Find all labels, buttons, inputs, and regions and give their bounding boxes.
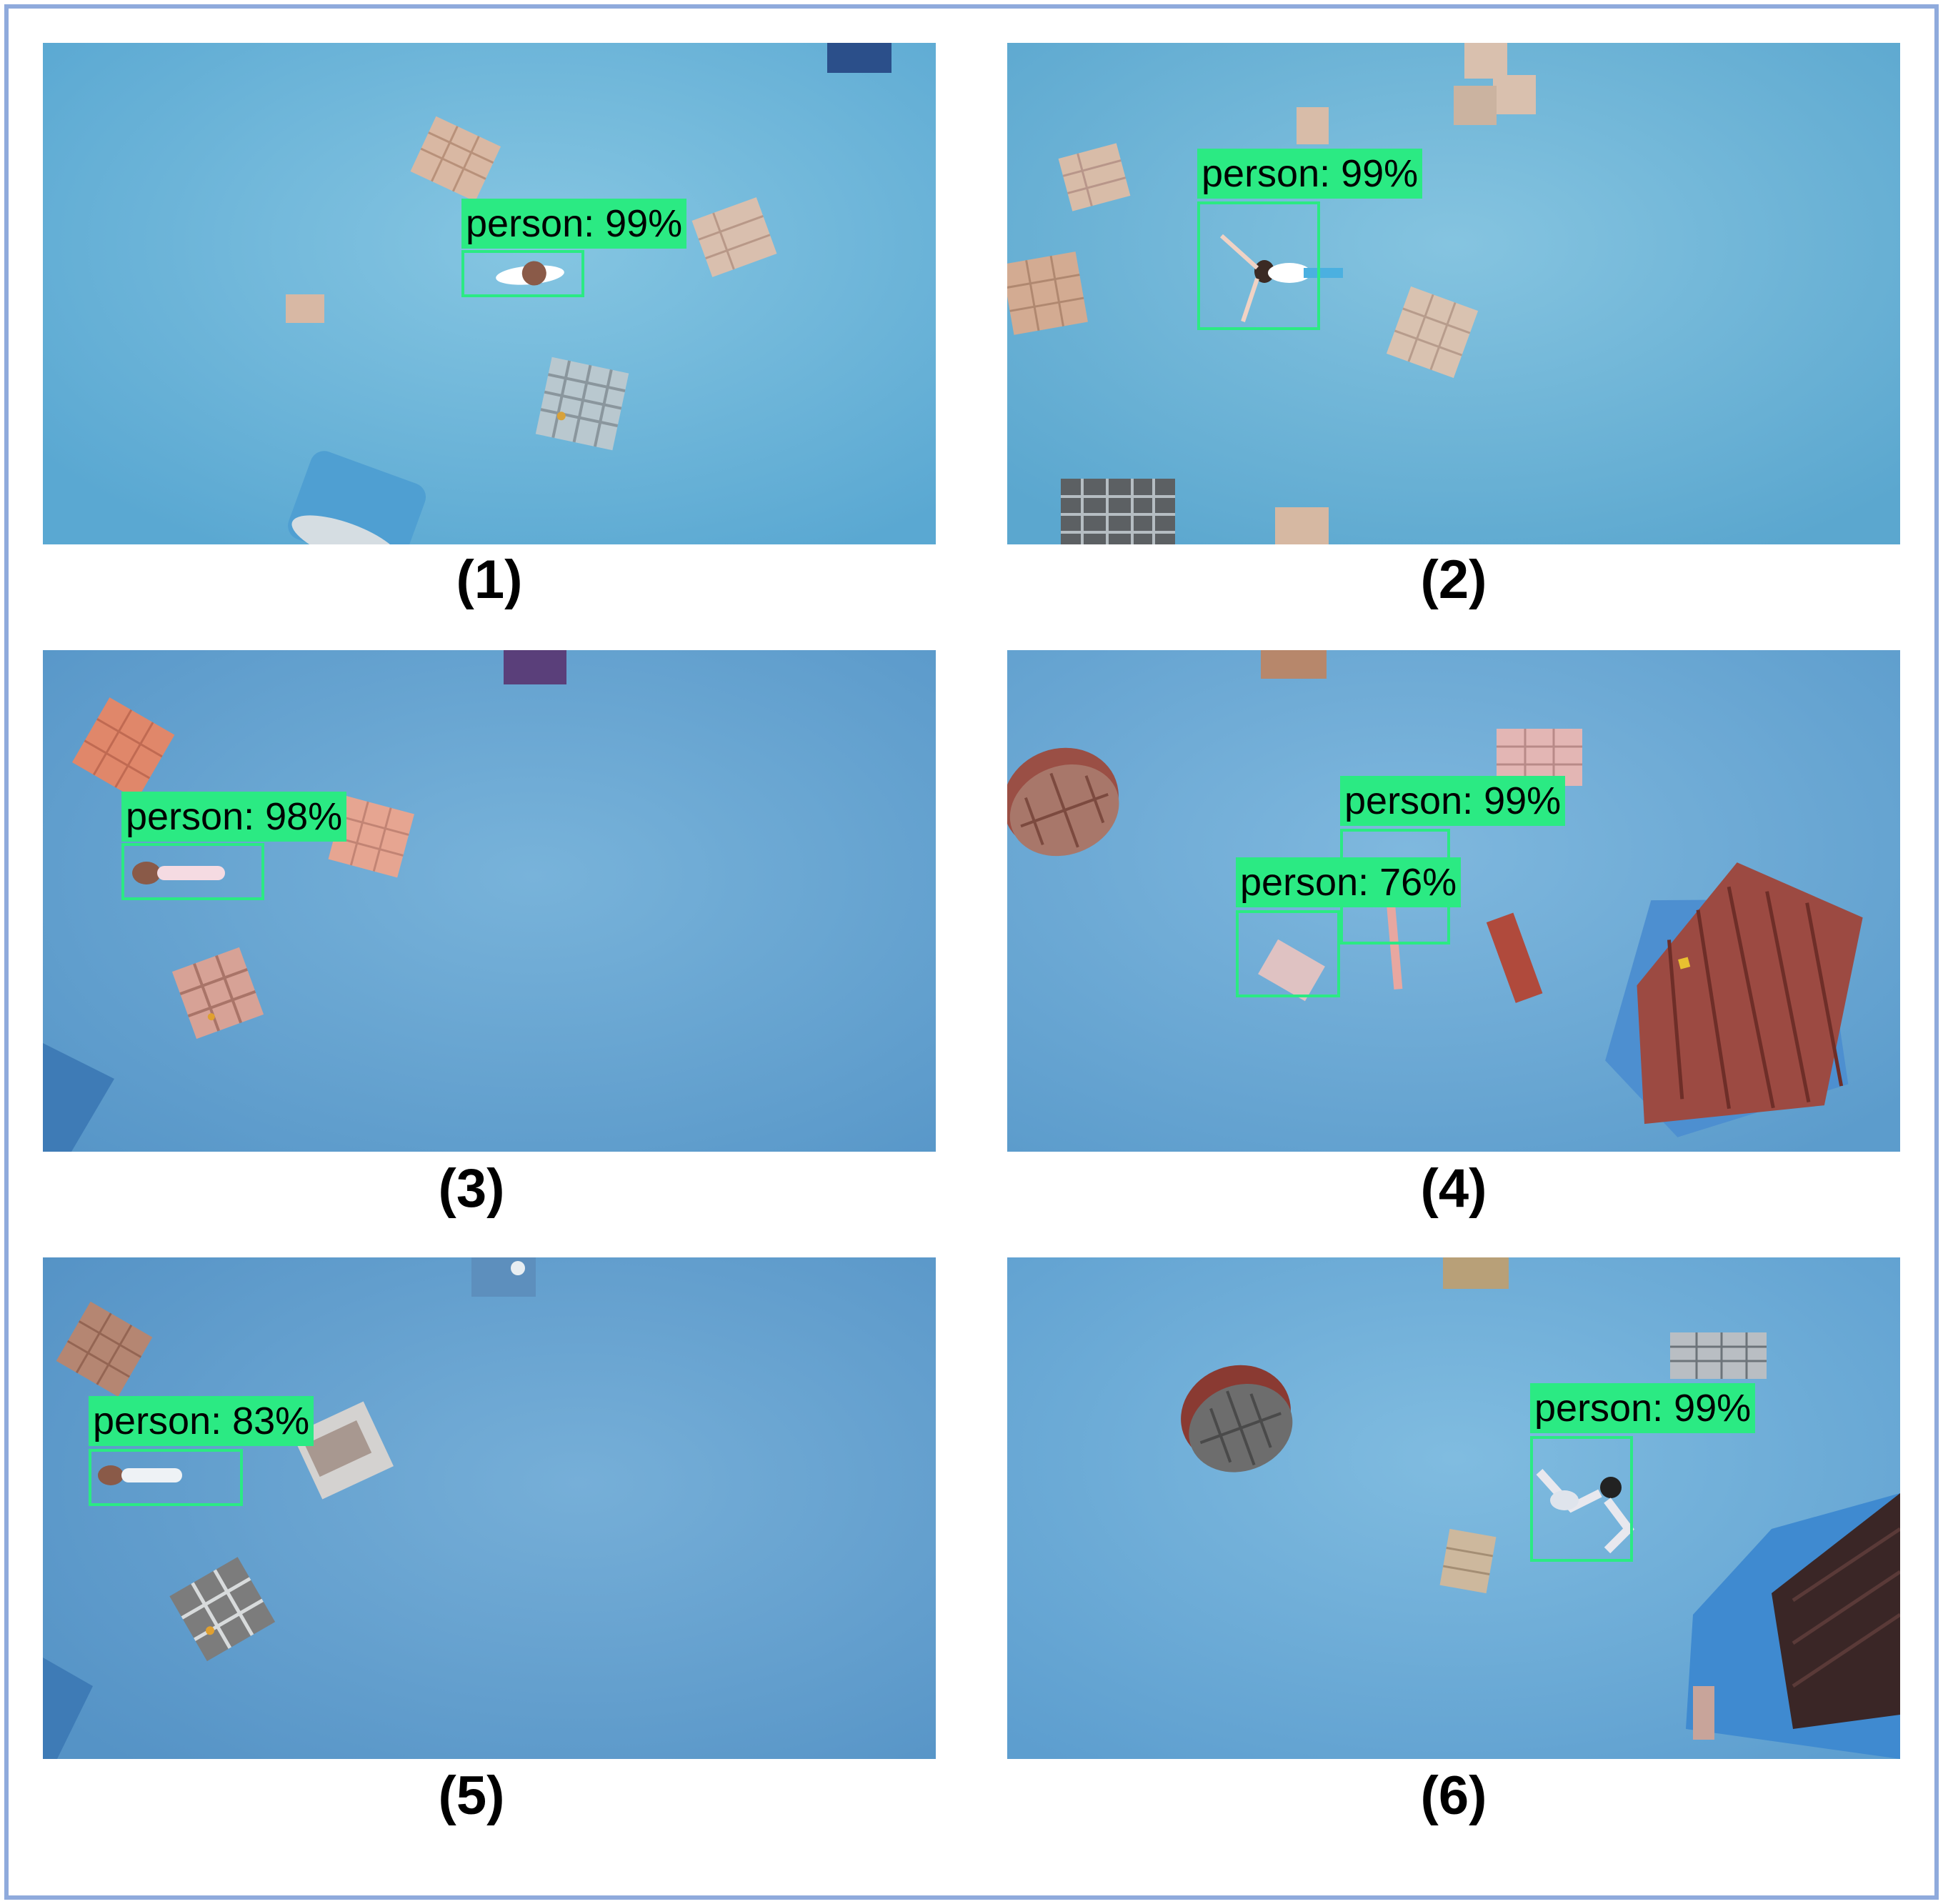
panel-3-image: person: 98% [43, 650, 936, 1152]
panel-6-image: person: 99% [1007, 1257, 1900, 1759]
detection-label: person: 76% [1236, 857, 1462, 907]
panel-1-caption: (1) [456, 549, 523, 610]
underwater-scene-3 [43, 650, 936, 1152]
panel-2-image: person: 99% [1007, 43, 1900, 544]
panel-1-image: person: 99% [43, 43, 936, 544]
panel-5-caption: (5) [438, 1765, 505, 1826]
panel-6-caption: (6) [1420, 1765, 1487, 1826]
underwater-scene-6 [1007, 1257, 1900, 1759]
detection-box [1197, 201, 1320, 330]
detection-label: person: 99% [1530, 1383, 1756, 1433]
panel-3-caption: (3) [438, 1158, 505, 1219]
underwater-scene-2 [1007, 43, 1900, 544]
detection-box [461, 250, 584, 297]
underwater-scene-1 [43, 43, 936, 544]
panel-4-image: person: 99% person: 76% [1007, 650, 1900, 1152]
figure-frame [4, 4, 1939, 1900]
detection-label: person: 99% [461, 199, 687, 249]
panel-5-image: person: 83% [43, 1257, 936, 1759]
detection-label: person: 98% [121, 792, 347, 842]
detection-label: person: 99% [1197, 149, 1423, 199]
detection-label: person: 83% [89, 1396, 314, 1446]
detection-box [89, 1449, 243, 1506]
detection-box [121, 843, 264, 900]
detection-box [1530, 1436, 1633, 1562]
panel-2-caption: (2) [1420, 549, 1487, 610]
underwater-scene-5 [43, 1257, 936, 1759]
detection-box [1236, 910, 1340, 997]
panel-4-caption: (4) [1420, 1158, 1487, 1219]
detection-label: person: 99% [1340, 776, 1566, 826]
